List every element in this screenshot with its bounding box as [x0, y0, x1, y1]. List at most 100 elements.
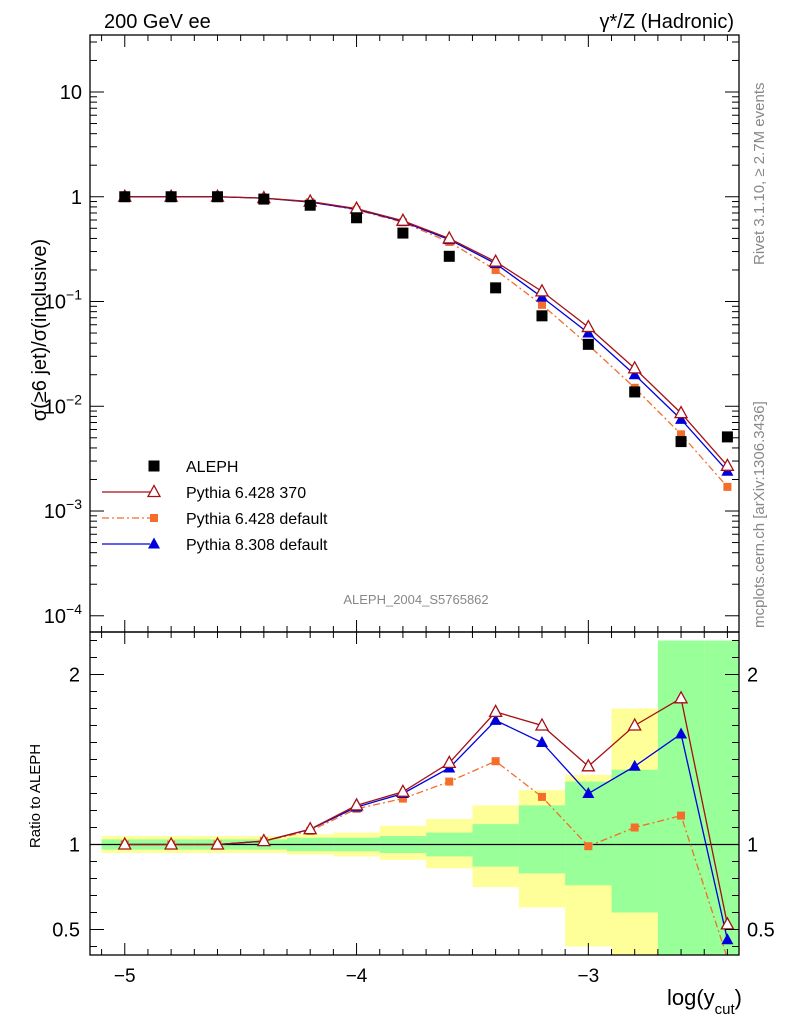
ratio-point-s0-2 — [210, 836, 225, 850]
data-point-s0-9 — [536, 310, 548, 322]
y-tick-label: 10−2 — [44, 391, 82, 418]
y-tick-label: 1 — [71, 187, 82, 209]
data-point-s0-4 — [304, 199, 316, 211]
ratio-y-tick-label: 0.5 — [52, 920, 80, 942]
ratio-point-s0-3 — [256, 833, 271, 847]
ratio-line-0 — [124, 697, 729, 925]
x-axis-title: log(ycut) — [667, 985, 742, 1018]
uncertainty-band-inner — [472, 824, 519, 867]
y-tick-label: 10−3 — [44, 496, 82, 523]
ratio-point-s1-9 — [537, 792, 546, 801]
ratio-panel: −5 −4 −3 0.5 0.5 1 1 2 2 — [52, 631, 775, 987]
mcplots-label: mcplots.cern.ch [arXiv:1306.3436] — [751, 401, 768, 628]
data-point-s0-1 — [165, 191, 177, 203]
ratio-point-s0-13 — [720, 916, 735, 930]
data-point-s0-13 — [721, 431, 733, 443]
data-point-s0-11 — [629, 386, 641, 398]
data-point-s1-7 — [442, 230, 457, 244]
x-tick-label: −3 — [578, 966, 600, 987]
ratio-point-s1-11 — [630, 823, 639, 832]
legend-label-1: Pythia 6.428 370 — [186, 485, 306, 502]
data-point-s1-11 — [627, 360, 642, 374]
data-point-s3-12 — [675, 412, 688, 424]
x-tick-label: −4 — [346, 966, 368, 987]
data-point-s3-11 — [628, 368, 641, 380]
data-point-s2-9 — [537, 300, 546, 309]
data-point-s0-5 — [351, 212, 363, 224]
data-point-s2-13 — [723, 482, 732, 491]
data-point-s2-12 — [677, 430, 686, 439]
ratio-point-s1-7 — [445, 777, 454, 786]
analysis-watermark: ALEPH_2004_S5765862 — [343, 592, 488, 607]
ratio-point-s0-9 — [534, 717, 550, 731]
main-panel: 10−4 10−3 10−2 10−1 1 10 ALEPH Pythia 6.428 370… — [44, 34, 740, 633]
ratio-point-s0-0 — [117, 836, 132, 850]
data-point-s0-6 — [397, 227, 409, 239]
header-right: γ*/Z (Hadronic) — [600, 11, 734, 33]
ratio-point-s2-8 — [489, 713, 502, 725]
legend-label-2: Pythia 6.428 default — [186, 511, 328, 528]
data-point-s2-8 — [491, 265, 500, 274]
data-point-s1-8 — [488, 253, 503, 267]
ratio-point-s0-10 — [581, 758, 596, 772]
ratio-point-s1-6 — [398, 794, 407, 803]
data-point-s1-12 — [673, 405, 689, 419]
ratio-point-s2-9 — [535, 736, 548, 747]
ratio-point-s0-12 — [673, 690, 689, 704]
x-axis-title-text: log(ycut) — [667, 985, 742, 1018]
ratio-point-s1-8 — [491, 757, 500, 766]
ratio-y-tick-label: 1 — [69, 835, 80, 857]
rivet-version-label: Rivet 3.1.10, ≥ 2.7M events — [751, 83, 768, 266]
data-point-s1-13 — [720, 457, 735, 471]
ratio-point-s0-6 — [395, 783, 411, 797]
data-point-s0-8 — [490, 282, 502, 294]
data-point-s1-9 — [534, 283, 550, 297]
legend-marker-3 — [148, 537, 160, 549]
data-point-s0-3 — [258, 193, 270, 205]
ratio-point-s1-10 — [584, 842, 593, 851]
y-tick-label: 10−4 — [44, 601, 82, 628]
ratio-y-tick-label: 2 — [69, 665, 80, 687]
legend-label-3: Pythia 8.308 default — [186, 537, 328, 554]
data-point-s0-7 — [443, 250, 455, 262]
data-point-s0-10 — [582, 338, 594, 350]
ratio-point-s0-1 — [164, 836, 179, 850]
ratio-point-s0-4 — [303, 821, 318, 835]
uncertainty-band-inner — [518, 805, 566, 874]
ratio-point-s0-7 — [442, 755, 457, 769]
y-axis-title-main: σ(≥6 jet)/σ(inclusive) — [29, 239, 51, 421]
y-tick-label: 10−1 — [44, 287, 82, 314]
series-line-1 — [124, 196, 728, 467]
x-tick-label: −5 — [114, 966, 136, 987]
series-line-3 — [124, 196, 728, 472]
ratio-y-tick-label-right: 0.5 — [747, 920, 775, 942]
legend-label-0: ALEPH — [186, 459, 238, 476]
ratio-point-s0-8 — [488, 704, 503, 718]
header-left: 200 GeV ee — [104, 11, 211, 33]
ratio-point-s2-12 — [675, 727, 688, 739]
ratio-point-s2-10 — [582, 787, 595, 798]
ratio-y-tick-label-right: 2 — [747, 665, 758, 687]
legend-marker-2 — [150, 514, 158, 522]
ratio-point-s1-12 — [677, 811, 686, 820]
uncertainty-band-inner — [657, 640, 705, 955]
ratio-y-tick-label-right: 1 — [747, 835, 758, 857]
data-point-s1-10 — [581, 319, 596, 333]
ratio-point-s0-5 — [349, 797, 364, 811]
uncertainty-band-inner — [611, 769, 658, 913]
data-point-s1-6 — [395, 212, 411, 226]
legend: ALEPH Pythia 6.428 370 Pythia 6.428 defaul… — [102, 459, 328, 554]
uncertainty-band-inner — [565, 781, 612, 886]
data-point-s0-2 — [211, 191, 223, 203]
ratio-point-s0-11 — [627, 717, 642, 731]
data-point-s0-0 — [119, 191, 131, 203]
y-tick-label: 10 — [60, 82, 82, 104]
legend-marker-0 — [148, 460, 160, 472]
y-axis-title-ratio: Ratio to ALEPH — [27, 744, 44, 848]
series-line-2 — [124, 196, 728, 488]
ratio-point-s2-13 — [721, 933, 734, 945]
legend-marker-1 — [146, 484, 162, 498]
uncertainty-band-inner — [704, 640, 739, 955]
ratio-point-s2-11 — [628, 759, 641, 771]
